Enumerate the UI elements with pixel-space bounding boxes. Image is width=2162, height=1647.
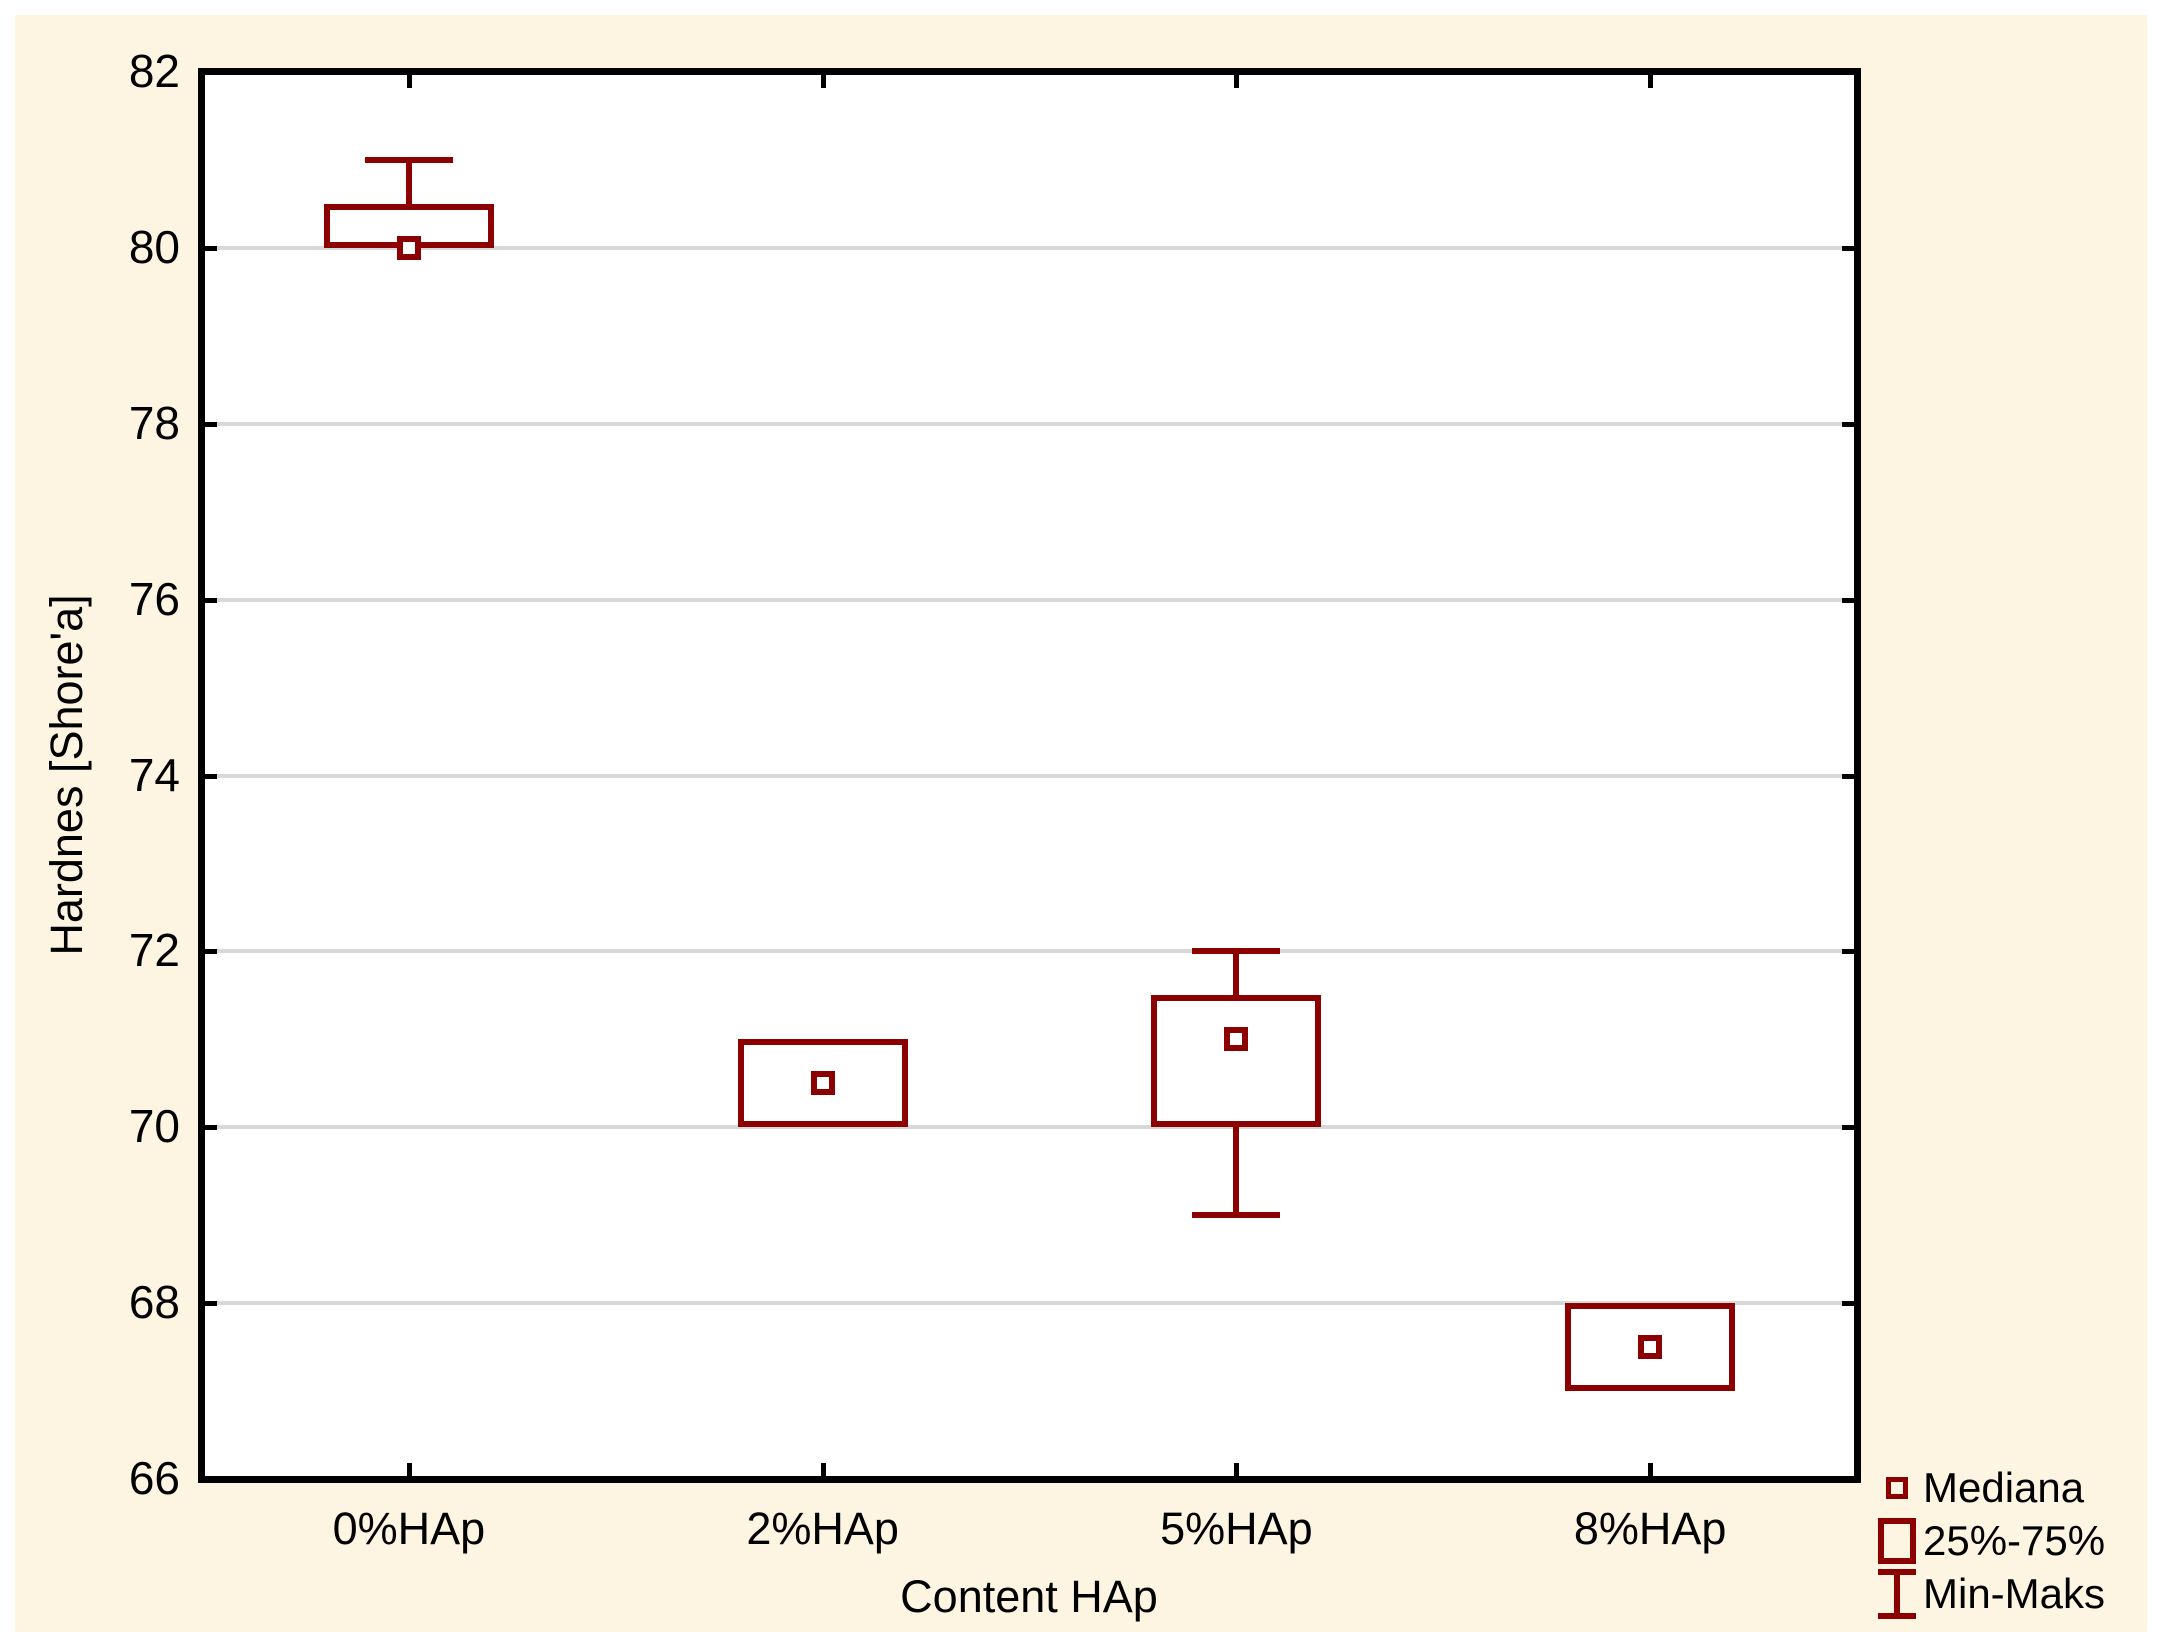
legend-label-minmax: Min-Maks — [1923, 1569, 2106, 1617]
x-axis-tick-top — [406, 75, 412, 88]
median-marker — [1224, 1027, 1249, 1052]
max-whisker-cap — [364, 156, 453, 163]
y-axis-tick-left — [205, 949, 217, 955]
x-category-label: 8%HAp — [1573, 1503, 1727, 1554]
y-tick-label: 76 — [128, 572, 180, 625]
y-axis-tick-right — [1842, 245, 1854, 251]
plot-layer: 66 68 70 72 74 76 78 80 82 0%HAp 2%HAp 5%HAp 8%HAp — [15, 15, 2162, 1647]
quartile-box — [1151, 995, 1322, 1128]
legend-row-box: 25%-75% — [1871, 1514, 2105, 1567]
max-whisker-cap — [1192, 948, 1281, 955]
y-tick-label: 80 — [128, 220, 180, 273]
x-axis-tick-top — [1648, 75, 1654, 88]
legend-row-median: Mediana — [1871, 1461, 2105, 1514]
median-marker — [396, 235, 421, 260]
x-category-label: 0%HAp — [332, 1503, 486, 1554]
y-axis-tick-left — [205, 421, 217, 427]
y-axis-tick-right — [1842, 773, 1854, 779]
y-gridline — [202, 949, 1857, 954]
legend-symbol-cell — [1871, 1517, 1923, 1564]
y-axis-tick-left — [205, 773, 217, 779]
min-max-whisker-icon — [1878, 1568, 1916, 1619]
legend: Mediana 25%-75% Min-Maks — [1871, 1461, 2105, 1620]
quartile-box-icon — [1878, 1517, 1916, 1564]
y-gridline — [202, 773, 1857, 778]
legend-label-box: 25%-75% — [1923, 1516, 2106, 1564]
x-category-label: 2%HAp — [746, 1503, 899, 1554]
y-tick-label: 78 — [128, 396, 180, 449]
max-whisker-stem — [1233, 951, 1240, 996]
y-axis-tick-left — [205, 1125, 217, 1131]
legend-row-minmax: Min-Maks — [1871, 1567, 2105, 1620]
y-tick-label: 82 — [128, 45, 180, 97]
legend-symbol-cell — [1871, 1476, 1923, 1499]
y-axis-title: Hardnes [Shore'a] — [41, 594, 92, 956]
x-axis-tick-bottom — [1648, 1463, 1654, 1476]
y-tick-label: 70 — [128, 1100, 180, 1153]
y-axis-tick-right — [1842, 1301, 1854, 1307]
y-axis-tick-left — [205, 1301, 217, 1307]
x-axis-tick-bottom — [820, 1463, 826, 1476]
y-axis-tick-left — [205, 245, 217, 251]
y-axis-tick-right — [1842, 597, 1854, 603]
x-axis-title: Content HAp — [900, 1571, 1158, 1622]
min-whisker-cap — [1192, 1212, 1281, 1219]
x-category-label: 5%HAp — [1160, 1503, 1313, 1554]
y-axis-tick-left — [205, 597, 217, 603]
y-gridline — [202, 1301, 1857, 1306]
median-marker-icon — [1886, 1476, 1908, 1499]
y-gridline — [202, 1125, 1857, 1130]
median-marker — [1638, 1335, 1663, 1360]
y-gridline — [202, 245, 1857, 250]
y-tick-label: 66 — [128, 1452, 180, 1504]
x-axis-tick-bottom — [1234, 1463, 1240, 1476]
y-axis-tick-right — [1842, 1125, 1854, 1131]
quartile-box — [737, 1039, 908, 1128]
x-axis-tick-top — [1234, 75, 1240, 88]
x-axis-tick-bottom — [406, 1463, 412, 1476]
max-whisker-stem — [405, 159, 412, 204]
x-axis-tick-top — [820, 75, 826, 88]
y-gridline — [202, 421, 1857, 426]
legend-label-median: Mediana — [1923, 1463, 2085, 1511]
legend-symbol-cell — [1871, 1568, 1923, 1619]
y-axis-tick-right — [1842, 421, 1854, 427]
median-marker — [810, 1071, 835, 1096]
figure-canvas: 66 68 70 72 74 76 78 80 82 0%HAp 2%HAp 5%HAp 8%HAp H… — [15, 15, 2147, 1632]
y-tick-label: 68 — [128, 1276, 180, 1329]
y-tick-label: 72 — [128, 924, 180, 977]
min-whisker-stem — [1233, 1127, 1240, 1216]
y-gridline — [202, 597, 1857, 602]
y-axis-tick-right — [1842, 949, 1854, 955]
y-tick-label: 74 — [128, 748, 180, 801]
